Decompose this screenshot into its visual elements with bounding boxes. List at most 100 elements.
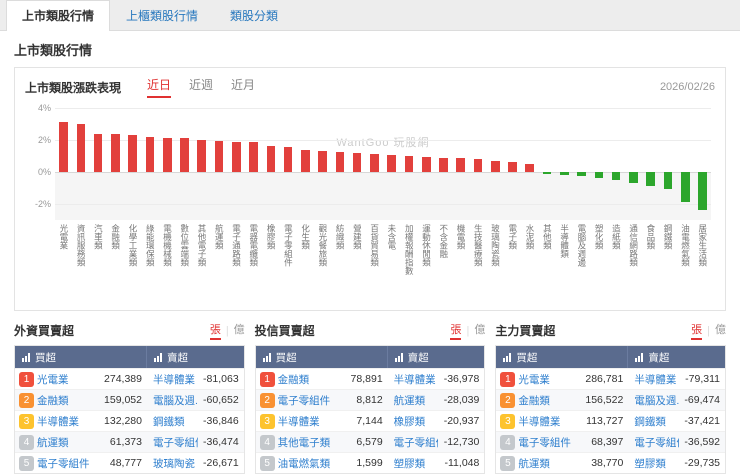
bar — [93, 133, 103, 172]
sector-link[interactable]: 電子零組件 — [153, 436, 198, 449]
sector-link[interactable]: 鋼鐵類 — [634, 415, 666, 428]
bar-cell — [193, 108, 210, 220]
bar — [318, 151, 327, 172]
bar — [542, 172, 552, 174]
sell-value: -36,592 — [684, 436, 721, 448]
x-axis-label: 塑化類 — [594, 224, 605, 250]
table-header: 買超 賣超 — [496, 346, 726, 368]
tab-otc-quotes[interactable]: 上櫃類股行情 — [126, 9, 199, 23]
sell-value: -36,846 — [203, 415, 239, 427]
rank-badge: 4 — [19, 434, 34, 450]
x-axis-label: 電子類 — [507, 224, 518, 250]
tab-listed-quotes[interactable]: 上市類股行情 — [6, 0, 111, 31]
x-axis-label: 航運類 — [214, 224, 225, 250]
sell-value: -11,048 — [444, 457, 480, 469]
bar-cell — [90, 108, 107, 220]
sector-link[interactable]: 半導體業 — [518, 415, 561, 428]
unit-option[interactable]: 張 — [450, 321, 462, 340]
table-header: 買超 賣超 — [15, 346, 244, 368]
sector-link[interactable]: 金融類 — [37, 394, 69, 407]
unit-option[interactable]: 億 — [474, 324, 486, 336]
bar — [145, 136, 155, 172]
sector-bar-chart: WantGoo 玩股網 光電業 資訊服務類 汽車類 金融類 化學工業類 綠能環保類 電機機械… — [25, 103, 715, 308]
x-axis-label: 鋼鐵類 — [663, 224, 674, 250]
sector-link[interactable]: 電腦及週... — [634, 394, 680, 407]
gridline — [55, 140, 711, 141]
sector-link[interactable]: 其他電子類 — [277, 436, 331, 449]
sell-header-label: 賣超 — [407, 351, 429, 364]
unit-option[interactable]: 億 — [233, 324, 245, 336]
sector-link[interactable]: 塑膠類 — [634, 457, 666, 470]
sector-link[interactable]: 航運類 — [393, 394, 426, 407]
range-tab-recent-day[interactable]: 近日 — [147, 76, 172, 98]
bar-cell — [141, 108, 158, 220]
buy-value: 68,397 — [591, 436, 624, 448]
sector-link[interactable]: 電子零組件 — [393, 436, 439, 449]
sector-link[interactable]: 光電業 — [37, 373, 69, 386]
sector-link[interactable]: 半導體業 — [393, 373, 436, 386]
x-axis-label: 生技醫療類 — [473, 224, 484, 267]
sell-value: -20,937 — [443, 415, 480, 427]
buy-value: 132,280 — [104, 415, 142, 427]
bar-cell — [694, 108, 711, 220]
sector-link[interactable]: 電子零組件 — [37, 457, 90, 470]
x-axis-label: 化生類 — [300, 224, 311, 250]
unit-toggle: 張 | 億 — [691, 321, 726, 340]
x-axis-label: 營建類 — [352, 224, 363, 250]
bar — [680, 172, 690, 203]
sector-link[interactable]: 電腦及週... — [153, 394, 198, 407]
sector-link[interactable]: 航運類 — [518, 457, 550, 470]
sector-link[interactable]: 光電業 — [518, 373, 550, 386]
bar — [128, 135, 137, 172]
buy-value: 113,727 — [586, 415, 624, 427]
sector-link[interactable]: 鋼鐵類 — [153, 415, 185, 428]
sector-link[interactable]: 金融類 — [277, 373, 310, 386]
panel-foreign-net-buy-sell: 外資買賣超 張 | 億買超 賣超 1 光電業 274,389 半導體業 -81,063 2 金融類 15… — [14, 321, 245, 474]
bar-cell — [608, 108, 625, 220]
sector-link[interactable]: 半導體業 — [37, 415, 79, 428]
rank-badge: 4 — [500, 434, 516, 450]
bar-cell — [366, 108, 383, 220]
range-tab-recent-week[interactable]: 近週 — [189, 78, 214, 92]
unit-option[interactable]: 億 — [715, 324, 727, 336]
range-tab-recent-month[interactable]: 近月 — [231, 78, 256, 92]
unit-option[interactable]: 張 — [209, 321, 221, 340]
sector-link[interactable]: 橡膠類 — [393, 415, 426, 428]
unit-option[interactable]: 張 — [691, 321, 703, 340]
sector-link[interactable]: 電子零組件 — [518, 436, 571, 449]
sector-link[interactable]: 航運類 — [37, 436, 69, 449]
bar — [611, 172, 621, 180]
tab-sector-categories[interactable]: 類股分類 — [230, 9, 279, 23]
panel-title: 投信買賣超 — [254, 324, 315, 338]
x-axis-label: 玻璃陶瓷類 — [490, 224, 501, 267]
bar — [490, 160, 500, 172]
bar — [111, 134, 120, 172]
rank-badge: 3 — [19, 413, 34, 429]
sector-link[interactable]: 油電燃氣類 — [277, 457, 331, 470]
sector-link[interactable]: 電子零組件 — [277, 394, 331, 407]
sector-link[interactable]: 半導體業 — [277, 415, 320, 428]
sector-link[interactable]: 金融類 — [518, 394, 550, 407]
x-axis-label: 半導體類 — [559, 224, 570, 258]
x-axis-label: 觀光餐旅類 — [317, 224, 328, 267]
sector-link[interactable]: 半導體業 — [153, 373, 195, 386]
table-row: 5 電子零組件 48,777 玻璃陶瓷 -26,671 — [15, 452, 244, 473]
bar-cell — [521, 108, 538, 220]
bar — [663, 172, 673, 189]
table-row: 5 航運類 38,770 塑膠類 -29,735 — [496, 452, 726, 473]
sector-link[interactable]: 半導體業 — [634, 373, 677, 386]
sector-link[interactable]: 塑膠類 — [393, 457, 426, 470]
x-axis-label: 運動休閒類 — [421, 224, 432, 267]
x-axis-label: 電子零組件 — [283, 224, 294, 267]
bar-cell — [55, 108, 72, 220]
negative-zone — [55, 172, 711, 220]
panel-major-players-net-buy-sell: 主力買賣超 張 | 億買超 賣超 1 光電業 286,781 半導體業 -79,311 2 金融類 15… — [495, 321, 727, 474]
sector-link[interactable]: 電子零組件 — [634, 436, 679, 449]
sector-link[interactable]: 玻璃陶瓷 — [153, 457, 195, 470]
x-axis-label: 通信網路類 — [628, 224, 639, 267]
buy-value: 159,052 — [104, 394, 142, 406]
bar-cell — [538, 108, 555, 220]
